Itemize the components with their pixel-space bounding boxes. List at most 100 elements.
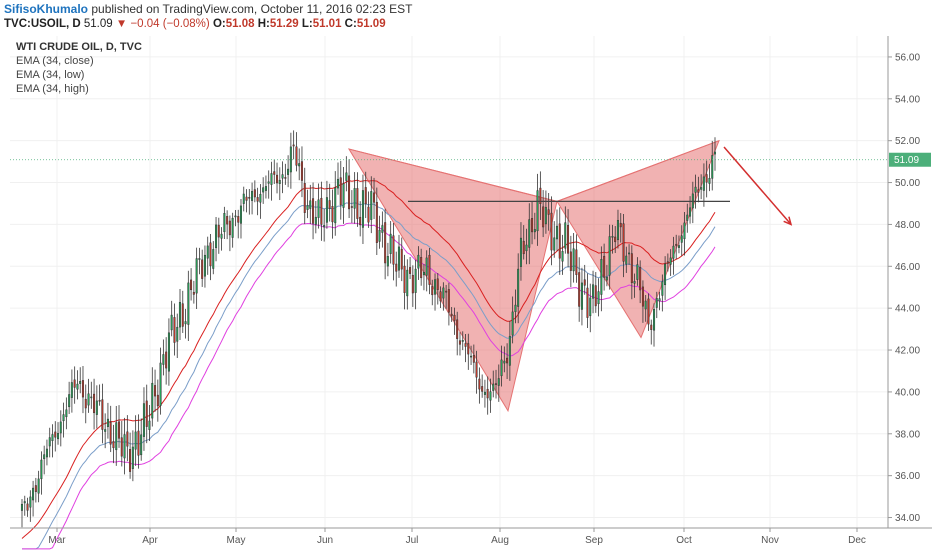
open-label: O: <box>212 18 226 30</box>
candle-body <box>239 205 242 224</box>
candle-body <box>234 215 237 218</box>
price-tick-label: 52.00 <box>895 136 920 147</box>
candle-body <box>572 248 575 272</box>
candle-body <box>628 252 631 255</box>
candle-body <box>702 176 705 191</box>
time-tick-label: Mar <box>48 535 66 546</box>
candle-body <box>217 224 220 238</box>
candlesticks <box>20 130 716 528</box>
symbol-label[interactable]: TVC:USOIL, D <box>4 18 81 30</box>
candle-body <box>187 282 190 325</box>
candle-body <box>300 161 303 181</box>
candle-body <box>378 229 381 242</box>
ema-high-line <box>21 179 716 539</box>
time-tick-label: Oct <box>676 535 692 546</box>
candle-body <box>514 304 517 312</box>
candle-body <box>68 394 71 408</box>
candle-body <box>481 386 484 392</box>
candle-body <box>697 189 700 193</box>
price-tick-label: 56.00 <box>895 52 920 63</box>
candle-body <box>287 168 290 175</box>
candle-body <box>547 209 550 215</box>
candle-body <box>650 324 653 330</box>
candle-body <box>306 205 309 210</box>
time-tick-label: Jul <box>406 535 419 546</box>
candle-body <box>309 200 312 209</box>
candle-body <box>611 236 614 238</box>
pattern-xab-triangle <box>347 148 558 413</box>
candle-body <box>494 383 497 385</box>
candle-body <box>342 183 345 208</box>
pattern-xb-edge <box>348 148 558 202</box>
candle-body <box>84 398 87 409</box>
projection-arrow-head <box>783 216 793 226</box>
candle-body <box>672 245 675 259</box>
candle-body <box>705 174 708 183</box>
candle-body <box>178 302 181 328</box>
candle-body <box>425 257 428 276</box>
candle-body <box>669 257 672 265</box>
candle-body <box>45 448 48 458</box>
candle-body <box>314 216 317 225</box>
candle-body <box>303 183 306 213</box>
legend-title: WTI CRUDE OIL, D, TVC <box>16 41 142 53</box>
candle-body <box>76 383 79 390</box>
candle-body <box>231 217 234 238</box>
time-tick-label: Dec <box>848 535 866 546</box>
candle-body <box>325 197 328 223</box>
candle-body <box>151 382 154 419</box>
candle-body <box>40 459 43 480</box>
candle-body <box>456 319 459 339</box>
candle-body <box>206 245 209 259</box>
legend-ema-close: EMA (34, close) <box>16 55 94 67</box>
price-tick-label: 50.00 <box>895 178 920 189</box>
candle-body <box>48 437 51 447</box>
candle-body <box>284 177 287 179</box>
candle-body <box>431 286 434 296</box>
candle-body <box>34 485 37 492</box>
candle-body <box>517 268 520 307</box>
candle-body <box>203 254 206 277</box>
price-tick-label: 46.00 <box>895 262 920 273</box>
candle-body <box>597 291 600 305</box>
candle-body <box>253 189 256 198</box>
candle-body <box>519 237 522 267</box>
candle-body <box>278 179 281 184</box>
candle-body <box>23 501 26 504</box>
candle-body <box>131 446 134 469</box>
candle-body <box>264 186 267 191</box>
candle-body <box>361 190 364 228</box>
down-triangle-icon: ▼ <box>115 18 128 30</box>
candle-body <box>636 264 639 280</box>
candle-body <box>700 187 703 190</box>
candle-body <box>555 225 558 240</box>
candle-body <box>140 434 143 456</box>
last-price-tag <box>889 152 931 167</box>
candle-body <box>373 192 376 203</box>
candle-body <box>317 199 320 218</box>
price-chart[interactable]: 51.09 56.00 54.00 52.00 50.00 48.00 46.00 44.0… <box>0 36 932 550</box>
candle-body <box>653 308 656 331</box>
candle-body <box>666 261 669 264</box>
candle-body <box>686 214 689 221</box>
candle-body <box>118 421 121 439</box>
candle-body <box>478 378 481 390</box>
candle-body <box>62 414 65 422</box>
close-label: C: <box>344 18 357 30</box>
candle-body <box>708 178 711 184</box>
candle-body <box>353 188 356 209</box>
candle-body <box>173 317 176 343</box>
symbol-line: TVC:USOIL, D 51.09 ▼ −0.04 (−0.08%) O:51… <box>4 18 386 30</box>
candle-body <box>561 251 564 262</box>
candle-body <box>436 278 439 290</box>
candle-body <box>567 224 570 254</box>
candle-body <box>411 274 414 294</box>
candle-body <box>109 422 112 445</box>
candle-body <box>397 246 400 271</box>
author-link[interactable]: SifisoKhumalo <box>4 2 89 16</box>
candle-body <box>553 237 556 251</box>
candle-body <box>475 361 478 378</box>
candle-body <box>531 218 534 233</box>
candle-body <box>492 383 495 391</box>
price-tick-label: 38.00 <box>895 429 920 440</box>
